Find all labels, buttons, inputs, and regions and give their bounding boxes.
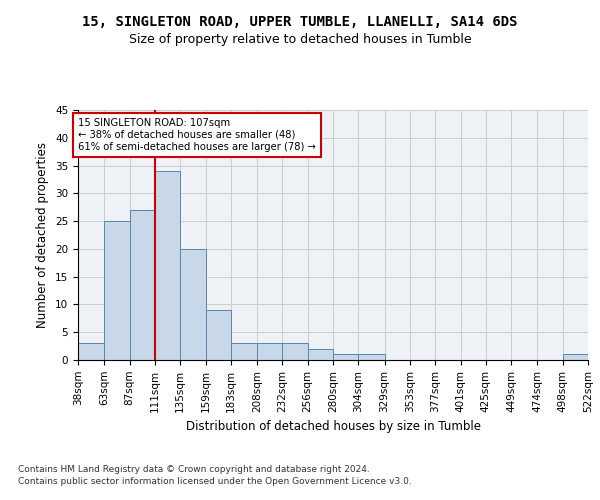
Text: 15, SINGLETON ROAD, UPPER TUMBLE, LLANELLI, SA14 6DS: 15, SINGLETON ROAD, UPPER TUMBLE, LLANEL… <box>82 15 518 29</box>
Bar <box>257 344 283 360</box>
Bar <box>205 310 231 360</box>
X-axis label: Distribution of detached houses by size in Tumble: Distribution of detached houses by size … <box>185 420 481 433</box>
Bar <box>358 354 385 360</box>
Bar <box>155 171 180 360</box>
Text: Contains HM Land Registry data © Crown copyright and database right 2024.: Contains HM Land Registry data © Crown c… <box>18 465 370 474</box>
Text: Contains public sector information licensed under the Open Government Licence v3: Contains public sector information licen… <box>18 478 412 486</box>
Text: 15 SINGLETON ROAD: 107sqm
← 38% of detached houses are smaller (48)
61% of semi-: 15 SINGLETON ROAD: 107sqm ← 38% of detac… <box>78 118 316 152</box>
Bar <box>180 249 205 360</box>
Bar <box>130 210 155 360</box>
Text: Size of property relative to detached houses in Tumble: Size of property relative to detached ho… <box>128 32 472 46</box>
Bar <box>563 354 588 360</box>
Bar <box>231 344 257 360</box>
Y-axis label: Number of detached properties: Number of detached properties <box>37 142 49 328</box>
Bar <box>308 349 333 360</box>
Bar <box>333 354 358 360</box>
Bar <box>78 344 104 360</box>
Bar <box>283 344 308 360</box>
Bar <box>104 221 130 360</box>
